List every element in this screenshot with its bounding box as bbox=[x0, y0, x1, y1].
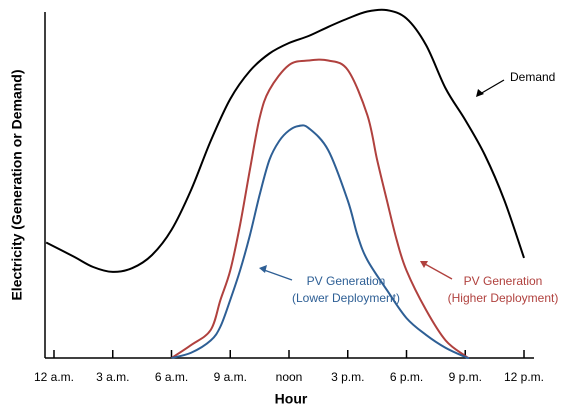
arrow-head bbox=[420, 261, 428, 268]
arrow-head bbox=[259, 265, 267, 273]
x-tick-label: noon bbox=[276, 370, 303, 384]
x-tick-label: 9 p.m. bbox=[449, 370, 482, 384]
arrow-head bbox=[476, 89, 484, 97]
annotation: PV Generation bbox=[307, 274, 386, 288]
x-tick-label: 3 a.m. bbox=[96, 370, 129, 384]
annotation-arrows bbox=[259, 79, 505, 281]
x-axis-label: Hour bbox=[275, 391, 308, 407]
arrow bbox=[424, 263, 453, 280]
y-axis-label: Electricity (Generation or Demand) bbox=[9, 69, 25, 300]
arrow bbox=[479, 79, 505, 95]
annotation: Demand bbox=[510, 70, 555, 84]
x-tick-label: 6 a.m. bbox=[155, 370, 188, 384]
x-tick-label: 12 p.m. bbox=[504, 370, 544, 384]
line bbox=[171, 124, 470, 360]
x-tick-label: 6 p.m. bbox=[390, 370, 423, 384]
line bbox=[45, 8, 525, 273]
x-tick-label: 12 a.m. bbox=[34, 370, 74, 384]
annotation: (Higher Deployment) bbox=[448, 291, 559, 305]
line bbox=[170, 58, 470, 359]
annotation: PV Generation bbox=[464, 274, 543, 288]
x-tick-label: 3 p.m. bbox=[331, 370, 364, 384]
arrow bbox=[263, 269, 293, 281]
x-tick-label: 9 a.m. bbox=[214, 370, 247, 384]
annotation: (Lower Deployment) bbox=[292, 291, 400, 305]
